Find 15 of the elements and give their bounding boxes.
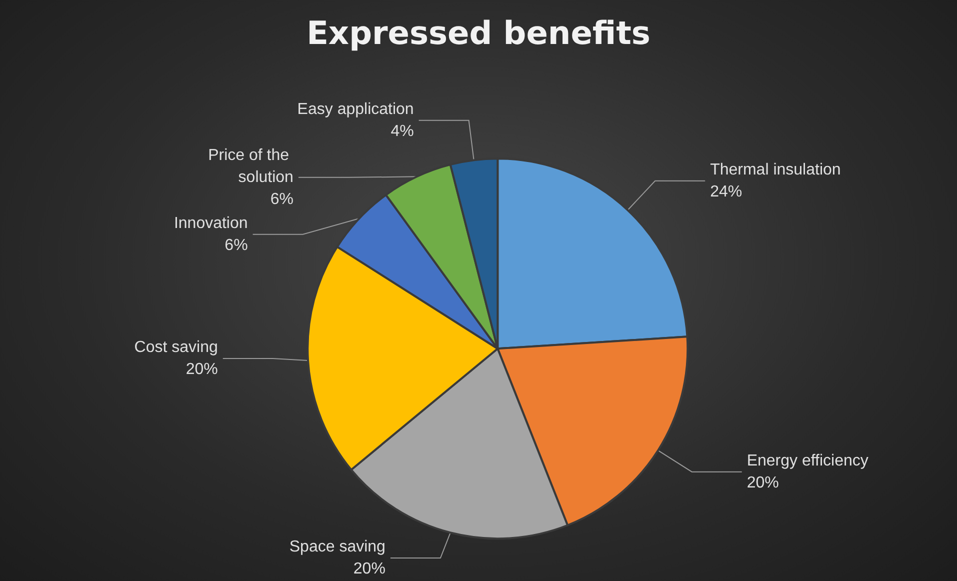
data-label: 20%	[186, 361, 218, 378]
slice-label: Cost saving	[134, 339, 218, 356]
chart-title: Expressed benefits	[306, 14, 650, 52]
data-label: 6%	[270, 190, 294, 208]
data-label: 20%	[746, 474, 779, 492]
slice-label: Innovation	[174, 214, 248, 232]
slice-label: Space saving	[289, 538, 386, 556]
slice-label: Thermal insulation	[710, 161, 841, 178]
data-label: 20%	[353, 560, 386, 578]
data-label: 4%	[390, 122, 414, 140]
slice-label: Price of the solution	[208, 146, 294, 186]
data-label: 6%	[224, 236, 248, 254]
data-label: 24%	[710, 183, 742, 200]
slice-label: Energy efficiency	[746, 452, 868, 470]
slice-label: Easy application	[297, 100, 414, 118]
